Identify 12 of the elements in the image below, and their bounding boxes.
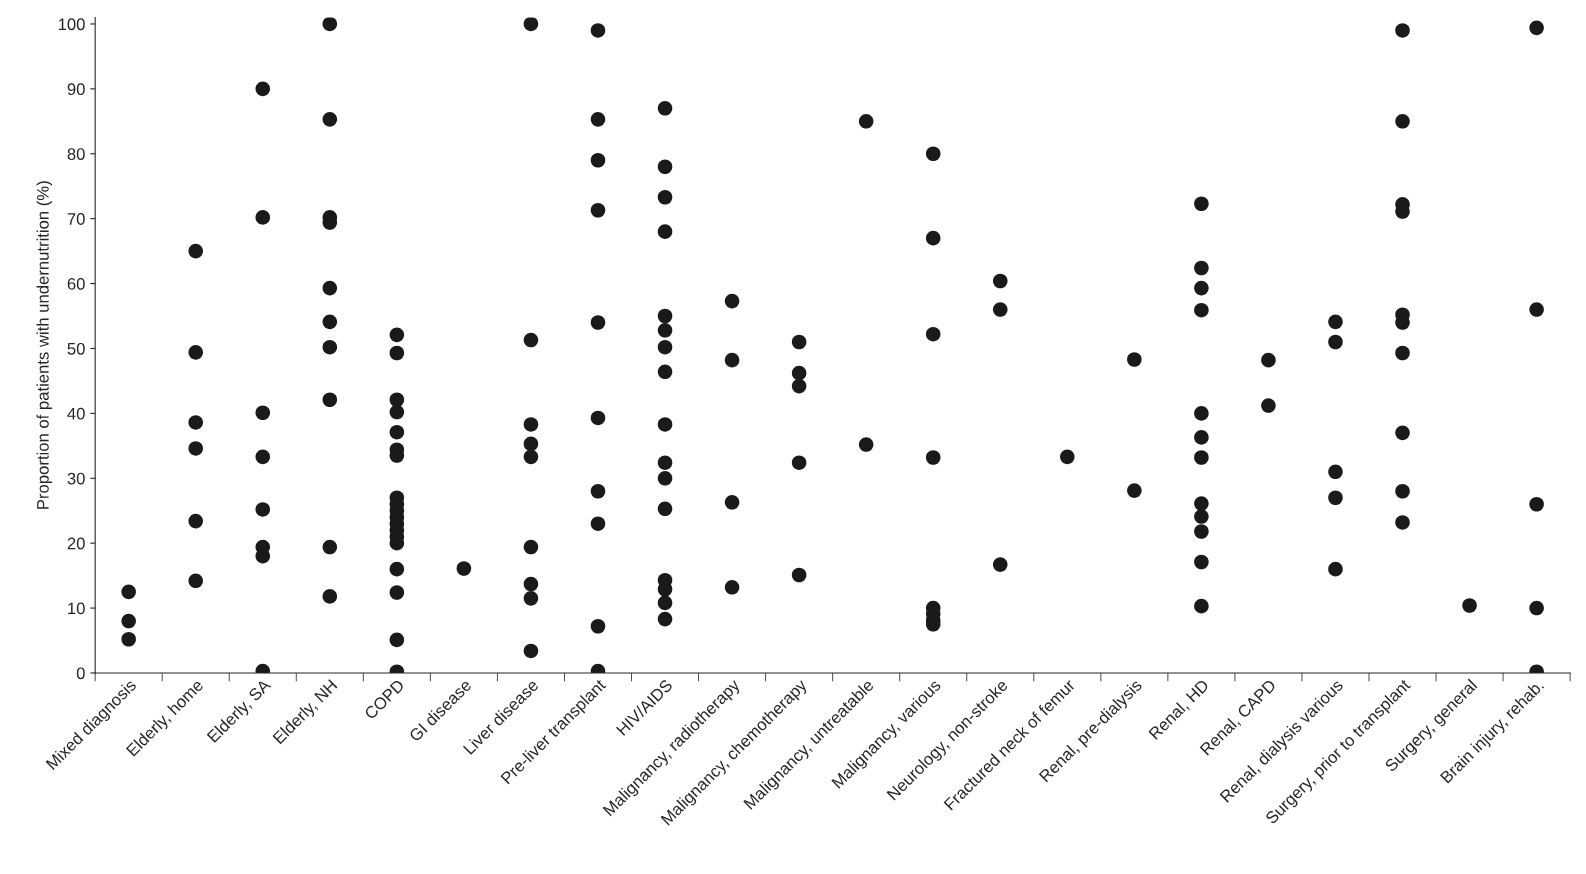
y-tick-label: 10: [68, 602, 85, 615]
y-tick-label: 90: [67, 83, 85, 96]
y-tick-label: 0: [76, 667, 85, 680]
y-tick-label: 50: [67, 342, 85, 355]
y-tick-label: 100: [58, 18, 85, 31]
y-tick-label: 60: [67, 277, 85, 290]
y-tick-label: 70: [67, 213, 85, 225]
y-tick-label: 40: [67, 407, 85, 420]
y-tick-label: 30: [67, 472, 85, 485]
y-tick-label: 80: [67, 148, 85, 160]
y-tick-label: 20: [67, 537, 85, 550]
y-axis-title: Proportion of patients with undernutrition (%): [36, 181, 53, 509]
